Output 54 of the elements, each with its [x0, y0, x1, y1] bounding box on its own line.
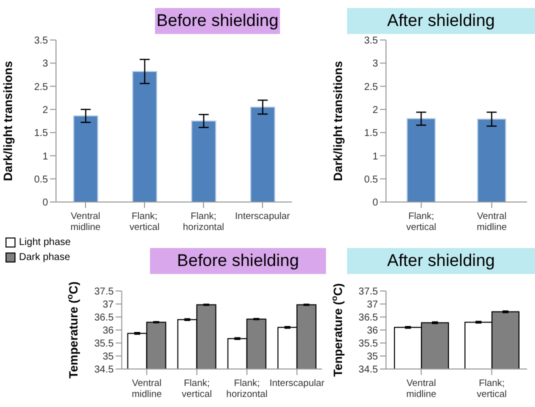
y-tick-label: 3.5: [34, 36, 48, 47]
y-tick-label: 37.5: [94, 286, 114, 298]
x-tick-label: Interscapular: [270, 378, 324, 389]
y-tick-label: 2.5: [364, 82, 378, 93]
y-tick-label: 1.5: [34, 128, 48, 140]
x-tick-label: Flank; vertical: [406, 211, 436, 233]
y-tick-label: 37: [102, 300, 114, 311]
y-tick-label: 36: [366, 326, 378, 337]
y-tick-label: 35: [366, 352, 378, 363]
y-tick-label: 1.5: [364, 128, 378, 140]
y-tick-label: 37: [366, 300, 378, 311]
bar: [73, 115, 98, 202]
y-tick-label: 2: [42, 104, 48, 116]
y-tick-label: 3: [42, 58, 48, 70]
x-tick-label: Flank; vertical: [182, 378, 212, 400]
y-tick-label: 37.5: [358, 286, 378, 298]
title-box: After shielding: [347, 248, 535, 274]
x-tick-label: Ventral midline: [476, 211, 507, 233]
y-tick-label: 34.5: [94, 364, 114, 376]
y-tick-label: 36.5: [94, 312, 114, 324]
y-tick-label: 0: [372, 198, 378, 209]
y-tick-label: 35.5: [358, 338, 378, 350]
y-tick-label: 1: [372, 151, 378, 162]
y-tick-label: 36.5: [358, 312, 378, 324]
y-tick-label: 34.5: [358, 364, 378, 376]
legend-label: Dark phase: [19, 252, 70, 263]
y-tick-label: 35: [102, 352, 114, 363]
y-tick-label: 35.5: [94, 338, 114, 350]
x-tick-label: Flank; horizontal: [182, 211, 224, 233]
y-tick-label: 2: [372, 104, 378, 116]
x-tick-label: Interscapular: [235, 211, 290, 222]
y-tick-label: 3.5: [364, 36, 378, 47]
y-tick-label: 0: [42, 198, 48, 209]
title-box: After shielding: [347, 8, 535, 34]
title-box: Before shielding: [155, 8, 280, 34]
y-tick-label: 0.5: [364, 174, 378, 186]
y-tick-label: 1: [42, 151, 48, 162]
x-tick-label: Ventral midline: [70, 211, 101, 233]
x-tick-label: Flank; vertical: [476, 378, 507, 400]
y-axis-title: Dark/light transitions: [1, 60, 15, 182]
x-tick-label: Ventral midline: [406, 378, 436, 400]
bar: [191, 120, 216, 202]
x-tick-label: Flank; vertical: [129, 211, 160, 233]
y-tick-label: 3: [372, 58, 378, 70]
y-tick-label: 0.5: [34, 174, 48, 186]
bar: [250, 106, 276, 202]
title-box: Before shielding: [150, 248, 326, 274]
x-tick-label: Flank; horizontal: [226, 378, 268, 400]
y-axis-title: Dark/light transitions: [331, 60, 345, 182]
y-tick-label: 36: [102, 326, 114, 337]
y-tick-label: 2.5: [34, 82, 48, 93]
x-tick-label: Ventral midline: [132, 378, 162, 400]
bar: [132, 70, 158, 202]
legend-label: Light phase: [19, 237, 71, 248]
